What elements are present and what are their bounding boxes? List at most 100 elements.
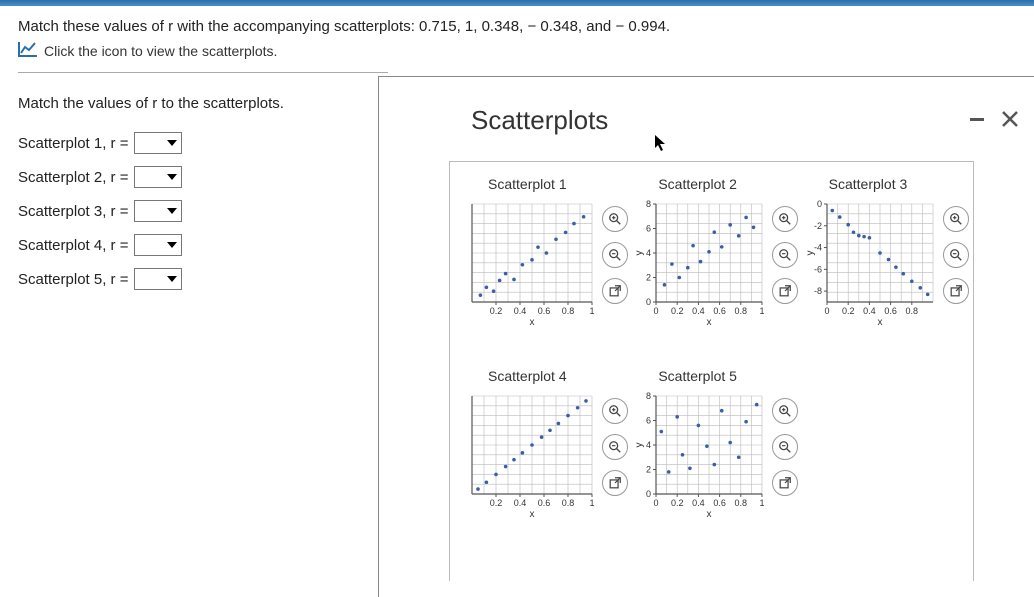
svg-text:0.4: 0.4 <box>692 306 705 316</box>
popout-icon[interactable] <box>943 278 969 304</box>
match-label: Scatterplot 2, r = <box>18 169 128 186</box>
svg-text:x: x <box>707 509 712 520</box>
plot-title: Scatterplot 1 <box>488 176 628 192</box>
svg-text:0.2: 0.2 <box>671 498 684 508</box>
plot-title: Scatterplot 4 <box>488 368 628 384</box>
svg-text:x: x <box>530 509 535 520</box>
zoom-in-icon[interactable] <box>772 206 798 232</box>
svg-text:0: 0 <box>817 200 822 209</box>
minimize-button[interactable] <box>968 110 986 131</box>
svg-text:x: x <box>707 317 712 328</box>
chart-canvas: 00.20.40.60.8-8-6-4-20xy <box>805 200 937 360</box>
scatterplot-4: Scatterplot 4 0.2 0.4 0.6 0.8 1 x <box>464 368 628 552</box>
match-label: Scatterplot 1, r = <box>18 135 128 152</box>
zoom-in-icon[interactable] <box>772 398 798 424</box>
svg-text:1: 1 <box>760 306 765 316</box>
match-select-1[interactable] <box>134 132 182 154</box>
svg-text:0: 0 <box>646 297 651 307</box>
question-text: Match these values of r with the accompa… <box>18 16 1016 37</box>
svg-text:6: 6 <box>646 224 651 234</box>
popup-title: Scatterplots <box>471 105 608 136</box>
popout-icon[interactable] <box>602 470 628 496</box>
chart-line-icon <box>18 41 38 60</box>
svg-text:8: 8 <box>646 392 651 401</box>
scatterplots-popup: Scatterplots Scatterplot 1 0.2 0.4 0.6 0.8 1… <box>378 76 1034 597</box>
svg-text:1: 1 <box>589 498 594 508</box>
svg-text:0.8: 0.8 <box>562 306 575 316</box>
zoom-out-icon[interactable] <box>943 242 969 268</box>
view-scatterplots-text: Click the icon to view the scatterplots. <box>44 43 277 59</box>
close-button[interactable] <box>1000 109 1020 132</box>
svg-text:-2: -2 <box>814 221 822 231</box>
svg-text:1: 1 <box>589 306 594 316</box>
svg-text:x: x <box>877 317 882 328</box>
zoom-in-icon[interactable] <box>602 398 628 424</box>
plot-title: Scatterplot 2 <box>658 176 798 192</box>
match-row-1: Scatterplot 1, r = <box>18 132 362 154</box>
svg-text:-8: -8 <box>814 286 822 296</box>
svg-text:0.8: 0.8 <box>735 306 748 316</box>
popout-icon[interactable] <box>772 278 798 304</box>
svg-text:0.4: 0.4 <box>514 306 527 316</box>
svg-text:4: 4 <box>646 440 651 450</box>
svg-text:0.8: 0.8 <box>905 306 918 316</box>
svg-text:0.6: 0.6 <box>714 498 727 508</box>
scatterplot-2: Scatterplot 2 00.20.40.60.8102468xy <box>634 176 798 360</box>
svg-text:0.6: 0.6 <box>538 498 551 508</box>
plot-title: Scatterplot 3 <box>829 176 969 192</box>
zoom-out-icon[interactable] <box>602 434 628 460</box>
scatterplot-1: Scatterplot 1 0.2 0.4 0.6 0.8 1 x <box>464 176 628 360</box>
svg-text:x: x <box>530 317 535 328</box>
svg-text:0.2: 0.2 <box>490 306 503 316</box>
svg-text:6: 6 <box>646 416 651 426</box>
match-label: Scatterplot 3, r = <box>18 203 128 220</box>
chart-canvas: 00.20.40.60.8102468xy <box>634 200 766 360</box>
svg-text:8: 8 <box>646 200 651 209</box>
svg-text:0.2: 0.2 <box>490 498 503 508</box>
svg-text:0.4: 0.4 <box>692 498 705 508</box>
svg-text:1: 1 <box>760 498 765 508</box>
match-row-5: Scatterplot 5, r = <box>18 268 362 290</box>
match-select-4[interactable] <box>134 234 182 256</box>
zoom-out-icon[interactable] <box>772 242 798 268</box>
zoom-in-icon[interactable] <box>943 206 969 232</box>
svg-text:2: 2 <box>646 465 651 475</box>
match-label: Scatterplot 4, r = <box>18 237 128 254</box>
chart-canvas: 0.2 0.4 0.6 0.8 1 x <box>464 392 596 552</box>
match-select-3[interactable] <box>134 200 182 222</box>
plots-container: Scatterplot 1 0.2 0.4 0.6 0.8 1 x Scatterplot… <box>449 161 974 581</box>
svg-text:y: y <box>805 251 816 256</box>
match-row-3: Scatterplot 3, r = <box>18 200 362 222</box>
scatterplot-3: Scatterplot 3 00.20.40.60.8-8-6-4-20xy <box>805 176 969 360</box>
svg-text:2: 2 <box>646 273 651 283</box>
match-row-2: Scatterplot 2, r = <box>18 166 362 188</box>
match-select-2[interactable] <box>134 166 182 188</box>
svg-text:0.8: 0.8 <box>562 498 575 508</box>
divider <box>18 72 388 73</box>
popout-icon[interactable] <box>602 278 628 304</box>
svg-text:4: 4 <box>646 248 651 258</box>
zoom-in-icon[interactable] <box>602 206 628 232</box>
svg-text:-6: -6 <box>814 264 822 274</box>
zoom-out-icon[interactable] <box>602 242 628 268</box>
svg-text:0.2: 0.2 <box>671 306 684 316</box>
match-select-5[interactable] <box>134 268 182 290</box>
svg-text:0.4: 0.4 <box>863 306 876 316</box>
svg-text:0: 0 <box>646 489 651 499</box>
svg-text:0.6: 0.6 <box>714 306 727 316</box>
match-row-4: Scatterplot 4, r = <box>18 234 362 256</box>
chart-canvas: 0.2 0.4 0.6 0.8 1 x <box>464 200 596 360</box>
svg-text:0.8: 0.8 <box>735 498 748 508</box>
svg-text:0.6: 0.6 <box>538 306 551 316</box>
svg-text:0: 0 <box>654 498 659 508</box>
zoom-out-icon[interactable] <box>772 434 798 460</box>
svg-text:0.6: 0.6 <box>884 306 897 316</box>
svg-text:0.4: 0.4 <box>514 498 527 508</box>
svg-text:0: 0 <box>654 306 659 316</box>
svg-text:0.2: 0.2 <box>842 306 855 316</box>
match-label: Scatterplot 5, r = <box>18 271 128 288</box>
view-scatterplots-link[interactable]: Click the icon to view the scatterplots. <box>18 41 1016 60</box>
scatterplot-5: Scatterplot 5 00.20.40.60.8102468xy <box>634 368 798 552</box>
plot-title: Scatterplot 5 <box>658 368 798 384</box>
popout-icon[interactable] <box>772 470 798 496</box>
